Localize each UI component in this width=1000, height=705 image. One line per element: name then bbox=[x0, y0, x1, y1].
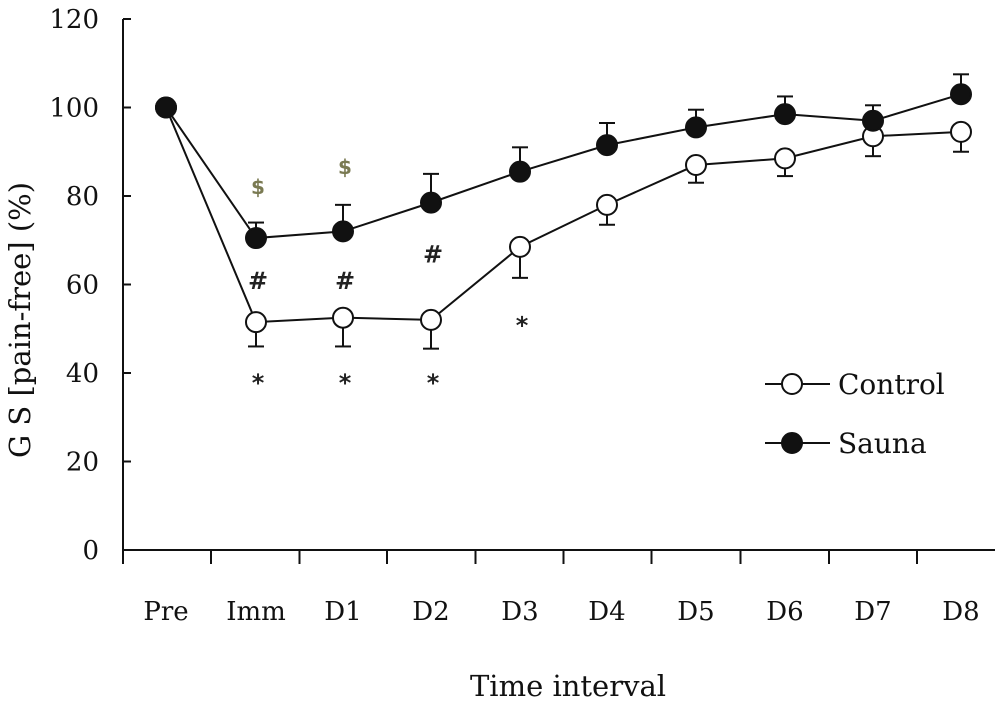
x-tick-label: D6 bbox=[766, 597, 803, 627]
data-point bbox=[155, 96, 177, 119]
significance-dollar: $ bbox=[338, 155, 352, 179]
x-tick-label: D4 bbox=[588, 597, 625, 627]
series-control bbox=[155, 96, 972, 350]
x-tick-label: D7 bbox=[854, 597, 891, 627]
y-axis-ticks: 0 20 40 60 80 100 120 bbox=[49, 5, 131, 566]
significance-asterisk: * bbox=[252, 369, 265, 397]
x-tick-label: D1 bbox=[324, 597, 361, 627]
x-tick-label: Pre bbox=[143, 597, 188, 627]
y-axis-label: G S [pain-free] (%) bbox=[3, 182, 37, 458]
series-line bbox=[165, 107, 962, 324]
legend-marker bbox=[781, 432, 803, 454]
significance-hash: # bbox=[335, 267, 355, 295]
series-line bbox=[165, 93, 962, 240]
x-tick-label: D3 bbox=[501, 597, 538, 627]
series-layer bbox=[155, 73, 972, 350]
data-point bbox=[774, 147, 796, 170]
legend: Control Sauna bbox=[765, 368, 945, 460]
significance-asterisk: * bbox=[427, 369, 440, 397]
y-tick-label: 20 bbox=[66, 448, 99, 478]
y-tick-label: 40 bbox=[66, 359, 99, 389]
data-point bbox=[774, 103, 796, 126]
data-point bbox=[420, 308, 442, 331]
legend-label: Sauna bbox=[838, 427, 927, 460]
data-point bbox=[420, 191, 442, 214]
y-tick-label: 0 bbox=[82, 536, 99, 566]
data-point bbox=[509, 160, 531, 183]
legend-item-control: Control bbox=[765, 368, 945, 401]
x-tick-label: Imm bbox=[226, 597, 286, 627]
data-point bbox=[245, 311, 267, 334]
legend-label: Control bbox=[838, 368, 945, 401]
data-point bbox=[950, 83, 972, 106]
data-point bbox=[509, 235, 531, 258]
significance-asterisk: * bbox=[516, 311, 529, 339]
legend-marker bbox=[781, 373, 803, 395]
significance-hash: # bbox=[423, 241, 443, 269]
series-sauna bbox=[155, 73, 972, 250]
x-tick-label: D5 bbox=[677, 597, 714, 627]
data-point bbox=[685, 154, 707, 177]
significance-dollar: $ bbox=[251, 175, 265, 199]
y-tick-label: 80 bbox=[66, 182, 99, 212]
legend-item-sauna: Sauna bbox=[765, 427, 927, 460]
significance-asterisk: * bbox=[339, 369, 352, 397]
data-point bbox=[332, 306, 354, 329]
data-point bbox=[950, 120, 972, 143]
data-point bbox=[332, 220, 354, 243]
x-tick-label: D2 bbox=[412, 597, 449, 627]
significance-annotations: $ $ # # # * * * * bbox=[248, 155, 529, 397]
x-axis-ticks: Pre Imm D1 D2 D3 D4 D5 D6 D7 D8 bbox=[122, 550, 980, 627]
y-tick-label: 120 bbox=[49, 5, 99, 35]
x-axis-label: Time interval bbox=[470, 669, 666, 703]
significance-hash: # bbox=[248, 267, 268, 295]
x-tick-label: D8 bbox=[942, 597, 979, 627]
data-point bbox=[862, 109, 884, 132]
y-tick-label: 60 bbox=[66, 271, 99, 301]
data-point bbox=[596, 134, 618, 157]
data-point bbox=[685, 116, 707, 139]
data-point bbox=[596, 193, 618, 216]
data-point bbox=[245, 227, 267, 250]
y-tick-label: 100 bbox=[49, 94, 99, 124]
